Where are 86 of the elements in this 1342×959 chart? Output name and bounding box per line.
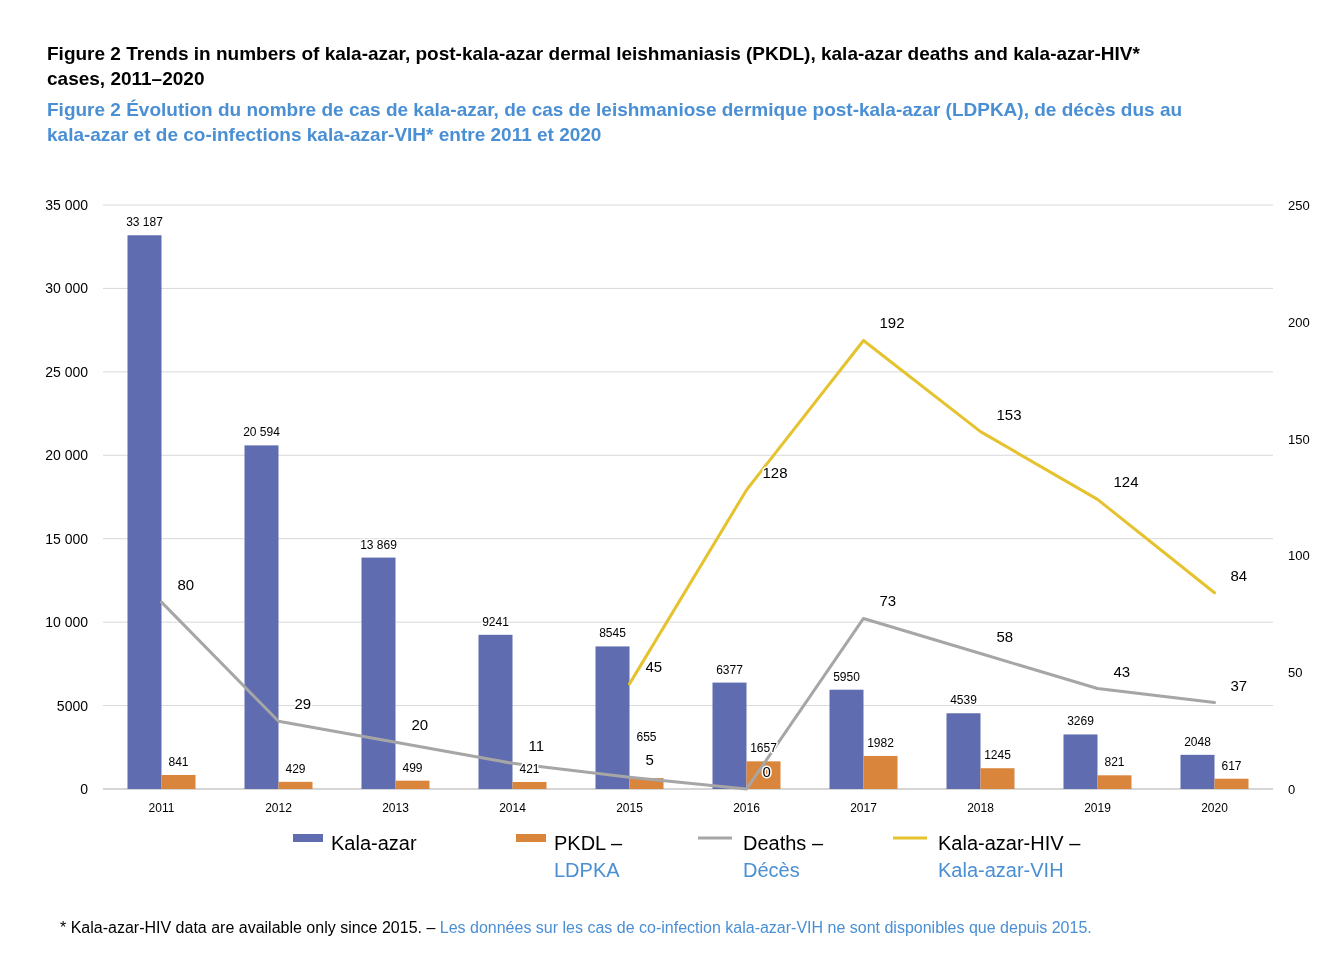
data-label: 8545	[599, 626, 627, 641]
bar	[361, 557, 396, 789]
legend-label: Deaths – Décès	[743, 832, 824, 881]
y-tick-label: 15 000	[45, 530, 89, 547]
data-label: 33 187	[126, 215, 164, 230]
x-tick-label: 2012	[265, 801, 293, 815]
bar	[244, 445, 279, 789]
data-label: 841	[168, 754, 189, 769]
bar	[863, 755, 898, 789]
data-label: 128	[762, 463, 788, 481]
bar	[712, 682, 747, 789]
data-label: 5	[645, 751, 654, 769]
bar	[395, 780, 430, 789]
data-label: 37	[1230, 676, 1248, 694]
bar	[1063, 734, 1098, 789]
data-label: 80	[177, 576, 195, 594]
data-label: 499	[402, 760, 423, 775]
data-label: 9241	[482, 614, 510, 629]
y2-tick-label: 150	[1288, 431, 1310, 447]
bar	[478, 634, 513, 789]
x-tick-label: 2017	[850, 801, 878, 815]
bar	[980, 768, 1015, 789]
bar	[595, 646, 630, 789]
x-tick-label: 2015	[616, 801, 644, 815]
chart-subtitle: Figure 2 Évolution du nombre de cas de kala-azar, de cas de leishmaniose dermique post-kala-azar (LDPKA), de décès dus au kala-azar et de co-infections kala-azar-VIH* entre 2011 et 2020	[47, 99, 1183, 145]
y2-tick-label: 100	[1288, 548, 1310, 564]
x-tick-label: 2014	[499, 801, 527, 815]
x-tick-label: 2013	[382, 801, 410, 815]
y2-tick-label: 200	[1288, 314, 1310, 330]
data-label: 124	[1113, 473, 1139, 491]
y-tick-label: 30 000	[45, 280, 89, 297]
y-tick-label: 25 000	[45, 363, 89, 380]
text: * Kala-azar-HIV data are available only since 2015. – Les données sur les cas de co-infection kala-azar-VIH ne sont disponibles que depuis 2015.	[60, 919, 1092, 936]
data-label: 655	[636, 730, 657, 745]
data-label: 2048	[1184, 734, 1212, 749]
bar	[1214, 778, 1249, 789]
y-tick-label: 0	[80, 781, 89, 797]
bar	[161, 774, 196, 789]
bar	[278, 781, 313, 789]
data-label: 20	[411, 716, 429, 734]
data-label: 4539	[950, 693, 978, 708]
data-label: 821	[1104, 755, 1125, 770]
bar	[1180, 754, 1215, 789]
y-tick-label: 5000	[56, 697, 89, 714]
bar	[1097, 775, 1132, 789]
x-tick-label: 2011	[148, 801, 175, 815]
x-tick-label: 2020	[1201, 801, 1229, 815]
data-label: 1657	[750, 741, 778, 756]
data-label: 617	[1221, 758, 1242, 773]
data-label: 6377	[716, 662, 744, 677]
data-label: 43	[1113, 662, 1131, 680]
x-tick-label: 2016	[733, 801, 761, 815]
bar	[512, 781, 547, 789]
data-label: 84	[1230, 566, 1248, 584]
data-label: 5950	[833, 669, 861, 684]
data-label: 429	[285, 761, 306, 776]
line-series	[628, 338, 1216, 686]
data-label: 20 594	[243, 425, 281, 440]
y-tick-label: 20 000	[45, 447, 89, 464]
data-label: 11	[528, 737, 545, 755]
data-label: 421	[519, 761, 540, 776]
y2-tick-label: 50	[1288, 665, 1303, 681]
data-label: 192	[879, 314, 905, 332]
bar	[946, 713, 981, 789]
data-label: 3269	[1067, 714, 1095, 729]
data-label: 58	[996, 627, 1014, 645]
y2-tick-label: 0	[1288, 782, 1296, 797]
data-label: 73	[879, 592, 897, 610]
y-tick-label: 10 000	[45, 614, 89, 631]
x-tick-label: 2019	[1084, 801, 1112, 815]
data-label: 45	[645, 657, 663, 675]
data-label: 13 869	[360, 537, 398, 552]
data-label: 153	[996, 405, 1022, 423]
data-label: 0	[762, 763, 771, 780]
chart-title: Figure 2 Trends in numbers of kala-azar, post-kala-azar dermal leishmaniasis (PKDL), kala-azar deaths and kala-azar-HIV* cases, 2011–2020	[47, 43, 1141, 89]
legend-label: PKDL – LDPKA	[554, 832, 624, 881]
legend-label: Kala-azar-HIV – Kala-azar-VIH	[938, 832, 1082, 881]
legend-label: Kala-azar	[331, 832, 417, 854]
data-label: 29	[294, 695, 312, 713]
y2-tick-label: 250	[1288, 198, 1310, 213]
bar	[127, 235, 162, 789]
data-label: 1245	[984, 748, 1012, 763]
bar	[829, 689, 864, 789]
data-label: 1982	[867, 735, 895, 750]
y-tick-label: 35 000	[45, 197, 89, 213]
x-tick-label: 2018	[967, 801, 995, 815]
